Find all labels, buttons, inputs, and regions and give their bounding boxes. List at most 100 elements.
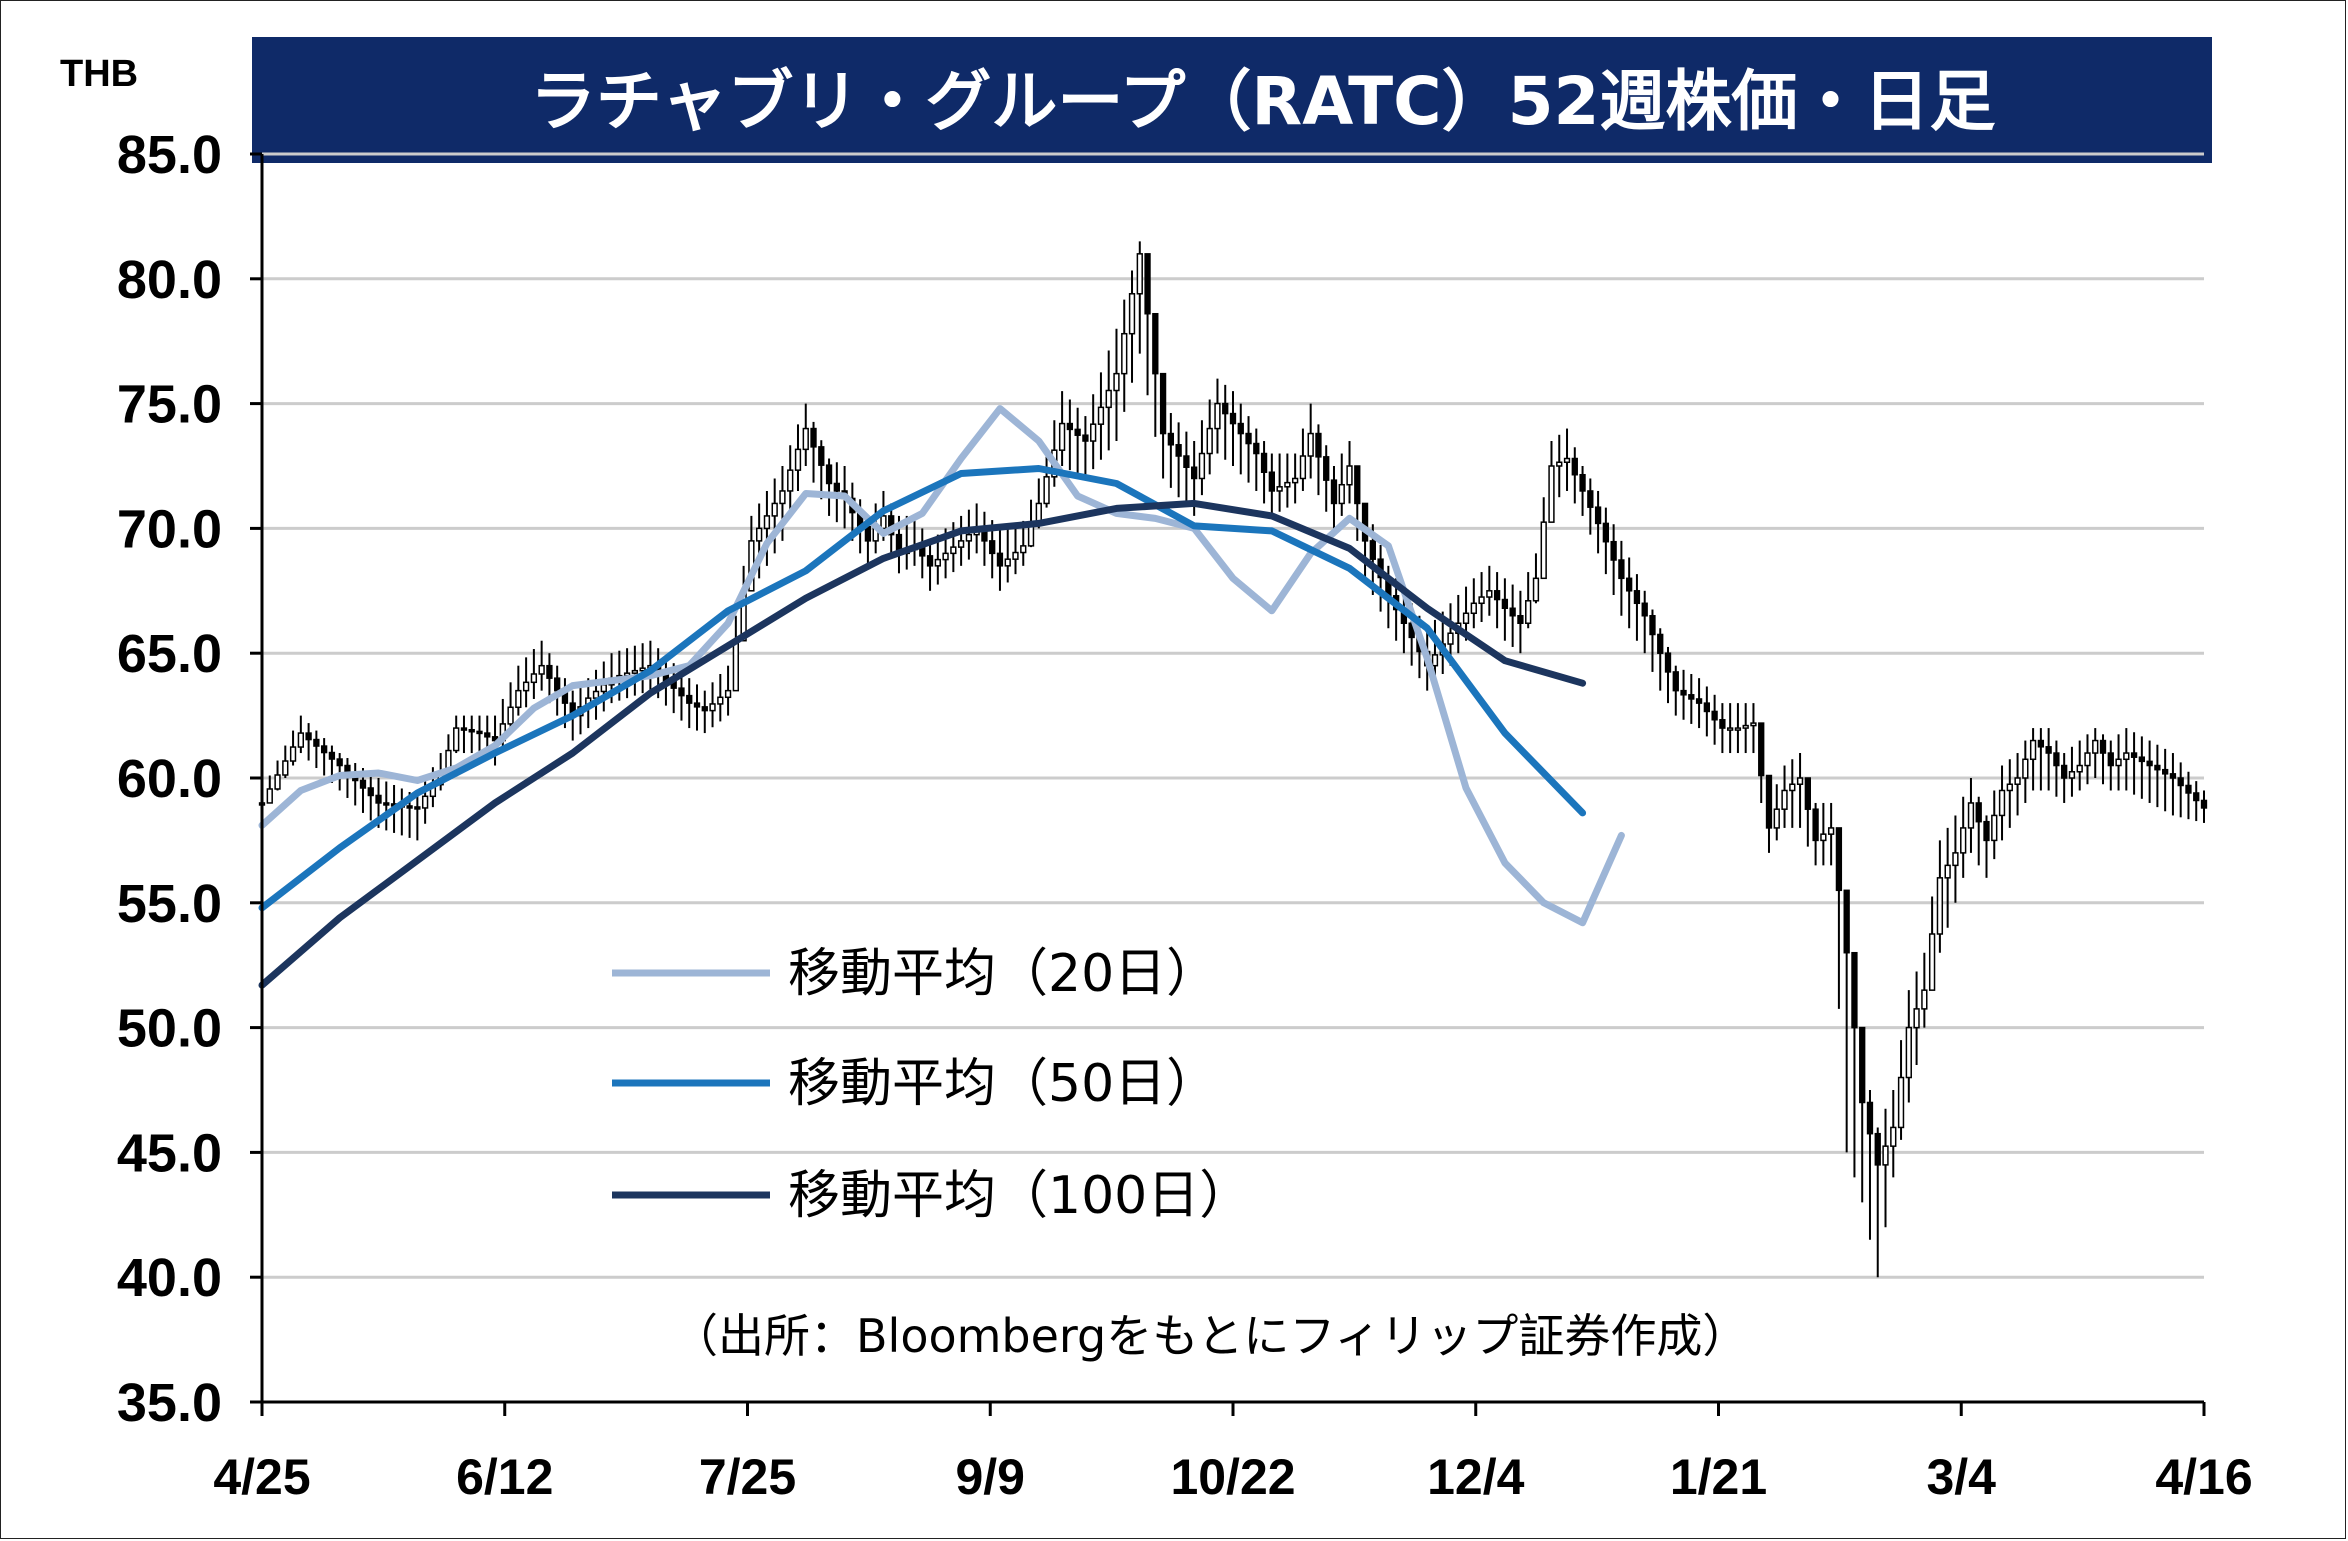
x-tick-label: 9/9 [955, 1449, 1025, 1505]
candle-body [1758, 722, 1765, 777]
candle-body [950, 546, 957, 555]
candle-body [1354, 465, 1361, 505]
candle-body [1447, 632, 1454, 645]
candle-body [724, 689, 732, 699]
candle-body [2185, 784, 2192, 794]
candle-body [2029, 739, 2037, 761]
candle-body [1835, 827, 1843, 892]
candle-body [2084, 752, 2091, 767]
candle-body [1610, 540, 1617, 561]
candle-body [1602, 522, 1610, 543]
candle-body [989, 540, 996, 555]
candle-body [794, 448, 802, 471]
candle-body [1159, 372, 1167, 435]
candle-body [1097, 406, 1105, 425]
candle-body [1556, 461, 1563, 467]
candle-body [709, 703, 716, 712]
candle-body [1284, 481, 1291, 488]
x-tick-label: 7/25 [699, 1449, 796, 1505]
candle-body [1346, 465, 1353, 486]
candle-body [1905, 1026, 1912, 1079]
candle-body [328, 751, 336, 760]
candle-body [1882, 1145, 1889, 1166]
candle-body [2107, 752, 2114, 767]
candle-body [468, 728, 475, 733]
candle-body [1136, 253, 1143, 295]
candle-body [297, 732, 304, 748]
candle-body [1315, 432, 1322, 458]
candle-body [1323, 456, 1330, 481]
x-tick-label: 4/16 [2155, 1449, 2252, 1505]
candle-body [1082, 434, 1089, 442]
candle-body [1897, 1076, 1905, 1129]
y-tick-label: 40.0 [117, 1248, 222, 1308]
candle-body [1960, 827, 1967, 854]
candle-body [1913, 1008, 1920, 1029]
candle-body [686, 694, 693, 704]
candle-body [1726, 727, 1734, 731]
candle-body [1975, 802, 1982, 823]
candle-body [2092, 739, 2099, 754]
candle-body [1330, 479, 1338, 505]
candle-body [367, 787, 374, 797]
candle-body [771, 502, 778, 517]
candle-body [763, 515, 771, 530]
candle-body [421, 795, 429, 809]
y-tick-label: 60.0 [117, 749, 222, 809]
y-tick-labels: 85.0 80.0 75.0 70.0 65.0 60.0 55.0 50.0 45.0 40.0… [117, 125, 222, 1433]
candle-body [1548, 465, 1555, 523]
candle-body [1152, 312, 1159, 375]
candle-body [2123, 752, 2130, 761]
candle-body [1680, 689, 1687, 696]
candle-body [313, 738, 320, 747]
candle-body [1626, 577, 1633, 592]
candle-body [2177, 777, 2184, 787]
candle-body [639, 667, 646, 672]
candle-body [1664, 652, 1672, 673]
candle-body [1128, 293, 1136, 335]
candle-body [1936, 877, 1944, 935]
candle-body [336, 758, 343, 767]
candle-body [1058, 422, 1066, 451]
candle-body [1004, 558, 1011, 567]
candle-body [1525, 600, 1532, 624]
candle-body [833, 482, 840, 492]
candle-body [1268, 471, 1275, 492]
x-tick-label: 12/4 [1427, 1449, 1525, 1505]
candle-body [926, 555, 934, 567]
candle-body [1214, 402, 1221, 430]
candle-body [1532, 577, 1540, 602]
candle-body [2154, 764, 2161, 771]
candle-body [934, 558, 941, 567]
candle-body [942, 552, 949, 561]
candle-body [1928, 933, 1936, 991]
candle-body [1501, 598, 1509, 610]
candle-body [631, 669, 639, 674]
candle-body [2053, 752, 2060, 767]
candle-body [1719, 719, 1726, 729]
candle-body [1890, 1126, 1897, 1147]
gridlines [250, 152, 2204, 1404]
candle-body [2193, 792, 2200, 802]
candle-body [957, 540, 965, 548]
candle-body [1695, 698, 1703, 704]
chart-title: ラチャブリ・グループ（RATC）52週株価・日足 [530, 63, 1995, 140]
candle-body [802, 427, 809, 451]
candle-body [1998, 789, 2006, 817]
candle-body [810, 427, 817, 448]
candle-body [2130, 752, 2138, 758]
candle-body [1307, 432, 1314, 457]
candle-body [1183, 455, 1190, 468]
candle-body [732, 639, 740, 692]
candle-body [1431, 654, 1439, 667]
candle-body [1820, 833, 1827, 842]
candle-body [1369, 540, 1376, 560]
candle-body [1462, 612, 1470, 624]
y-tick-label: 75.0 [117, 375, 222, 435]
candle-body [1361, 502, 1369, 542]
candle-body [1253, 442, 1260, 455]
x-tick-label: 4/25 [213, 1449, 310, 1505]
candle-body [1711, 710, 1718, 721]
candle-body [274, 774, 281, 790]
candle-body [864, 525, 872, 542]
